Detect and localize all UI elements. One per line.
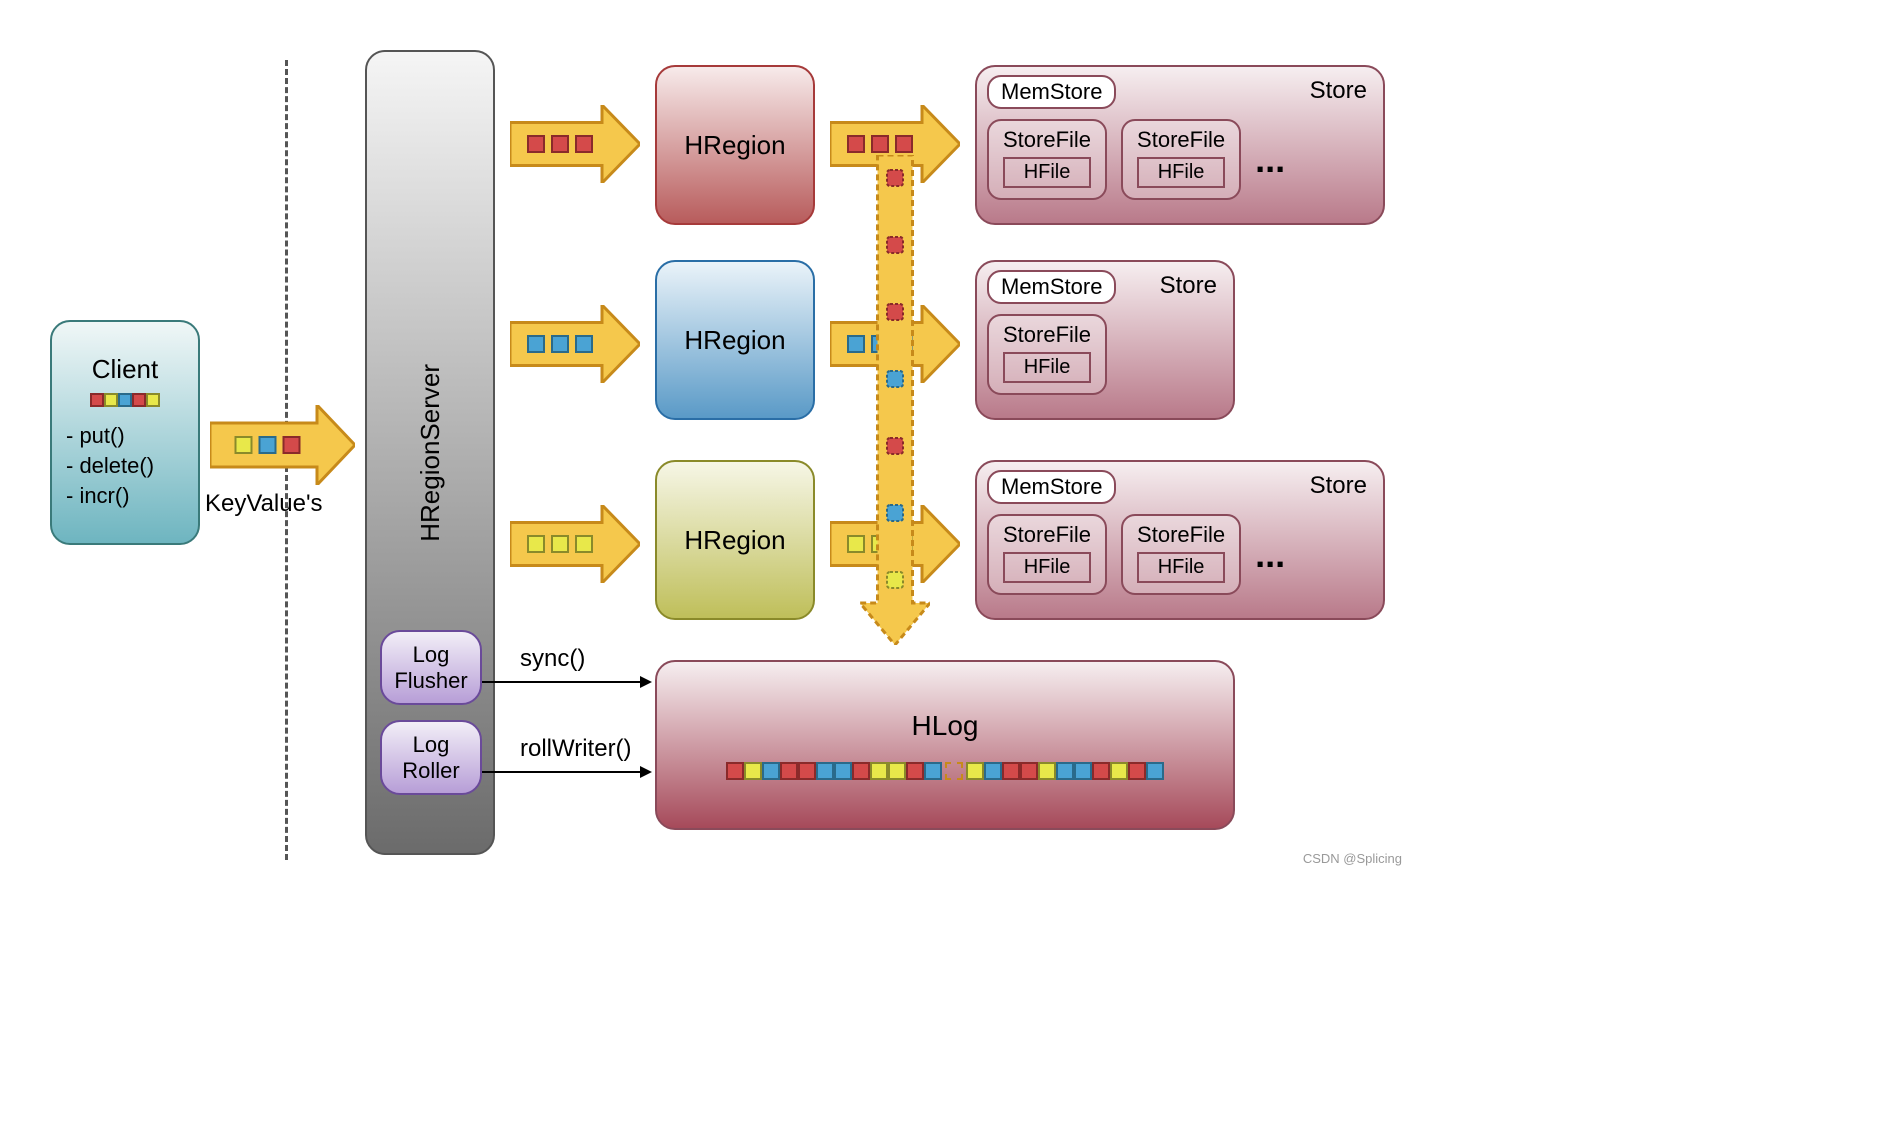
hlog-cell <box>966 762 984 780</box>
hfile-box: HFile <box>1137 157 1225 188</box>
client-box: Client - put()- delete()- incr() <box>50 320 200 545</box>
hlog-cell <box>1020 762 1038 780</box>
hlog-cell <box>762 762 780 780</box>
memstore-pill: MemStore <box>987 470 1116 504</box>
cell-icon <box>104 393 118 407</box>
log-arrow <box>482 675 652 694</box>
hlog-cell <box>945 762 963 780</box>
log-box: LogRoller <box>380 720 482 795</box>
hregion-box: HRegion <box>655 65 815 225</box>
storefile-label: StoreFile <box>1003 522 1091 548</box>
hlog-box: HLog <box>655 660 1235 830</box>
hlog-cell <box>816 762 834 780</box>
keyvalue-arrow <box>210 405 355 490</box>
client-stack <box>90 393 160 407</box>
storefile-box: StoreFile HFile <box>1121 119 1241 200</box>
log-box: LogFlusher <box>380 630 482 705</box>
ellipsis-icon: ... <box>1255 546 1285 564</box>
storefile-label: StoreFile <box>1003 322 1091 348</box>
ellipsis-icon: ... <box>1255 151 1285 169</box>
log-fn-label: sync() <box>520 645 585 673</box>
client-method: - incr() <box>66 481 154 511</box>
store-title: Store <box>1310 472 1367 500</box>
cell-icon <box>132 393 146 407</box>
hlog-cell <box>1146 762 1164 780</box>
hlog-cell <box>1110 762 1128 780</box>
log-label1: Log <box>413 732 450 757</box>
storefile-box: StoreFile HFile <box>1121 514 1241 595</box>
store-title: Store <box>1310 77 1367 105</box>
hlog-cell <box>780 762 798 780</box>
memstore-pill: MemStore <box>987 270 1116 304</box>
hregionserver-label: HRegionServer <box>415 364 446 542</box>
client-methods: - put()- delete()- incr() <box>52 421 154 510</box>
memstore-pill: MemStore <box>987 75 1116 109</box>
storefile-label: StoreFile <box>1137 522 1225 548</box>
store-box: MemStore Store StoreFile HFile <box>975 260 1235 420</box>
hlog-cell <box>1128 762 1146 780</box>
hlog-cell <box>906 762 924 780</box>
store-box: MemStore Store StoreFile HFile StoreFile HFil… <box>975 65 1385 225</box>
storefile-label: StoreFile <box>1137 127 1225 153</box>
hlog-cell <box>726 762 744 780</box>
hfile-box: HFile <box>1003 157 1091 188</box>
hlog-cell <box>852 762 870 780</box>
hlog-cell <box>984 762 1002 780</box>
hlog-cell <box>924 762 942 780</box>
cell-icon <box>90 393 104 407</box>
hlog-tape <box>726 762 1164 780</box>
hregion-box: HRegion <box>655 260 815 420</box>
hlog-cell <box>744 762 762 780</box>
cell-icon <box>146 393 160 407</box>
hlog-cell <box>1056 762 1074 780</box>
storefile-box: StoreFile HFile <box>987 119 1107 200</box>
log-label1: Log <box>413 642 450 667</box>
hlog-cell <box>1074 762 1092 780</box>
log-fn-label: rollWriter() <box>520 735 632 763</box>
hfile-box: HFile <box>1137 552 1225 583</box>
hlog-cell <box>798 762 816 780</box>
hlog-label: HLog <box>912 710 979 742</box>
region-arrow <box>510 105 640 188</box>
region-arrow <box>510 505 640 588</box>
storefile-box: StoreFile HFile <box>987 314 1107 395</box>
vertical-arrow <box>860 155 930 650</box>
hlog-cell <box>834 762 852 780</box>
hlog-cell <box>870 762 888 780</box>
client-method: - put() <box>66 421 154 451</box>
storefile-label: StoreFile <box>1003 127 1091 153</box>
store-box: MemStore Store StoreFile HFile StoreFile HFil… <box>975 460 1385 620</box>
diagram-canvas: Client - put()- delete()- incr() KeyValu… <box>30 50 1430 860</box>
client-title: Client <box>92 354 158 385</box>
hlog-cell <box>1038 762 1056 780</box>
store-title: Store <box>1160 272 1217 300</box>
keyvalue-label: KeyValue's <box>205 490 323 518</box>
hregion-box: HRegion <box>655 460 815 620</box>
client-method: - delete() <box>66 451 154 481</box>
hfile-box: HFile <box>1003 352 1091 383</box>
hlog-cell <box>1092 762 1110 780</box>
log-label2: Flusher <box>394 668 467 693</box>
log-label2: Roller <box>402 758 459 783</box>
region-arrow <box>510 305 640 388</box>
log-arrow <box>482 765 652 784</box>
hlog-cell <box>888 762 906 780</box>
storefile-box: StoreFile HFile <box>987 514 1107 595</box>
hfile-box: HFile <box>1003 552 1091 583</box>
hlog-cell <box>1002 762 1020 780</box>
watermark: CSDN @Splicing <box>1303 851 1402 866</box>
cell-icon <box>118 393 132 407</box>
